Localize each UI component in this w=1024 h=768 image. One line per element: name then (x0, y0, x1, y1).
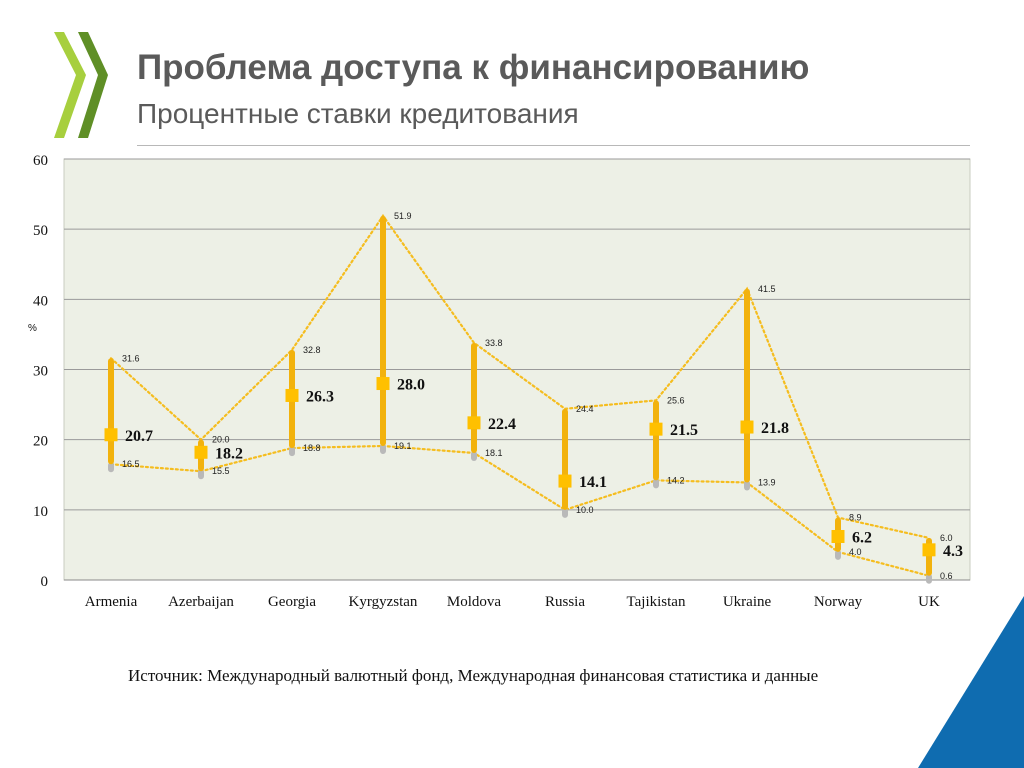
low-value-label: 10.0 (576, 505, 594, 515)
mean-value-label: 4.3 (943, 543, 963, 560)
low-value-label: 0.6 (940, 571, 953, 581)
range-bar-shadow (744, 480, 750, 491)
high-value-label: 41.5 (758, 284, 776, 294)
x-category-label: Russia (545, 594, 585, 610)
range-bar-shadow (926, 573, 932, 584)
title-divider (137, 145, 970, 146)
page-subtitle: Процентные ставки кредитования (137, 98, 579, 129)
mean-value-label: 26.3 (306, 388, 334, 405)
y-axis-label: % (28, 323, 37, 334)
range-bar (380, 215, 386, 446)
low-value-label: 16.5 (122, 459, 140, 469)
x-category-label: Kyrgyzstan (349, 594, 418, 610)
high-value-label: 6.0 (940, 533, 953, 543)
oecd-logo (54, 32, 108, 138)
y-tick-label: 50 (33, 223, 48, 239)
source-note: Источник: Международный валютный фонд, М… (128, 666, 819, 685)
high-value-label: 31.6 (122, 353, 140, 363)
logo-chevron-left (54, 32, 86, 138)
mean-marker (285, 388, 299, 402)
y-tick-label: 60 (33, 153, 48, 169)
range-bar-shadow (198, 469, 204, 480)
range-bar-shadow (108, 462, 114, 473)
mean-marker (922, 543, 936, 557)
x-category-label: UK (918, 594, 940, 610)
x-category-label: Norway (814, 594, 863, 610)
high-dotted-line (109, 213, 931, 540)
y-tick-label: 20 (33, 434, 48, 450)
mean-value-label: 18.2 (215, 445, 243, 462)
logo-chevron-right (78, 32, 108, 138)
y-tick-label: 10 (33, 504, 48, 520)
mean-marker (558, 474, 572, 488)
mean-marker (831, 529, 845, 543)
range-bar (108, 358, 114, 465)
low-value-label: 15.5 (212, 466, 230, 476)
x-category-label: Tajikistan (627, 594, 686, 610)
range-bar (744, 288, 750, 483)
y-tick-label: 0 (41, 574, 49, 590)
x-category-label: Georgia (268, 594, 316, 610)
low-value-label: 19.1 (394, 441, 412, 451)
range-bar-shadow (380, 443, 386, 454)
range-bar-shadow (653, 478, 659, 489)
mean-value-label: 21.5 (670, 422, 698, 439)
mean-value-label: 22.4 (488, 416, 516, 433)
high-value-label: 32.8 (303, 345, 321, 355)
x-category-label: Armenia (85, 594, 138, 610)
mean-marker (740, 420, 754, 434)
mean-marker (104, 428, 118, 442)
x-category-label: Azerbaijan (168, 594, 234, 610)
high-value-label: 25.6 (667, 395, 685, 405)
high-value-label: 33.8 (485, 338, 503, 348)
y-tick-label: 40 (33, 293, 48, 309)
low-value-label: 14.2 (667, 475, 685, 485)
mean-value-label: 28.0 (397, 377, 425, 394)
range-bar (653, 400, 659, 481)
y-tick-label: 30 (33, 364, 48, 380)
x-category-label: Ukraine (723, 594, 772, 610)
mean-marker (467, 416, 481, 430)
mean-marker (649, 422, 663, 436)
range-bar-shadow (835, 549, 841, 560)
x-category-label: Moldova (447, 594, 502, 610)
mean-value-label: 21.8 (761, 420, 789, 437)
range-bar-shadow (562, 507, 568, 518)
high-value-label: 51.9 (394, 211, 412, 221)
low-value-label: 4.0 (849, 547, 862, 557)
high-value-label: 20.0 (212, 435, 230, 445)
range-bar-shadow (471, 450, 477, 461)
high-value-label: 24.4 (576, 404, 594, 414)
mean-value-label: 14.1 (579, 474, 607, 491)
lending-rates-chart: 0 10 20 30 40 50 60% 31.6 16.5 20.7 Armenia 20.0 15.… (28, 153, 971, 610)
range-bar (562, 408, 568, 510)
range-bar-shadow (289, 446, 295, 457)
mean-marker (376, 377, 390, 391)
mean-value-label: 6.2 (852, 529, 872, 546)
low-value-label: 18.1 (485, 448, 503, 458)
high-value-label: 8.9 (849, 513, 862, 523)
mean-value-label: 20.7 (125, 428, 153, 445)
mean-marker (194, 445, 208, 459)
low-value-label: 13.9 (758, 477, 776, 487)
page-title: Проблема доступа к финансированию (137, 48, 810, 87)
low-value-label: 18.8 (303, 443, 321, 453)
range-bar (471, 342, 477, 453)
low-dotted-line (109, 444, 931, 577)
